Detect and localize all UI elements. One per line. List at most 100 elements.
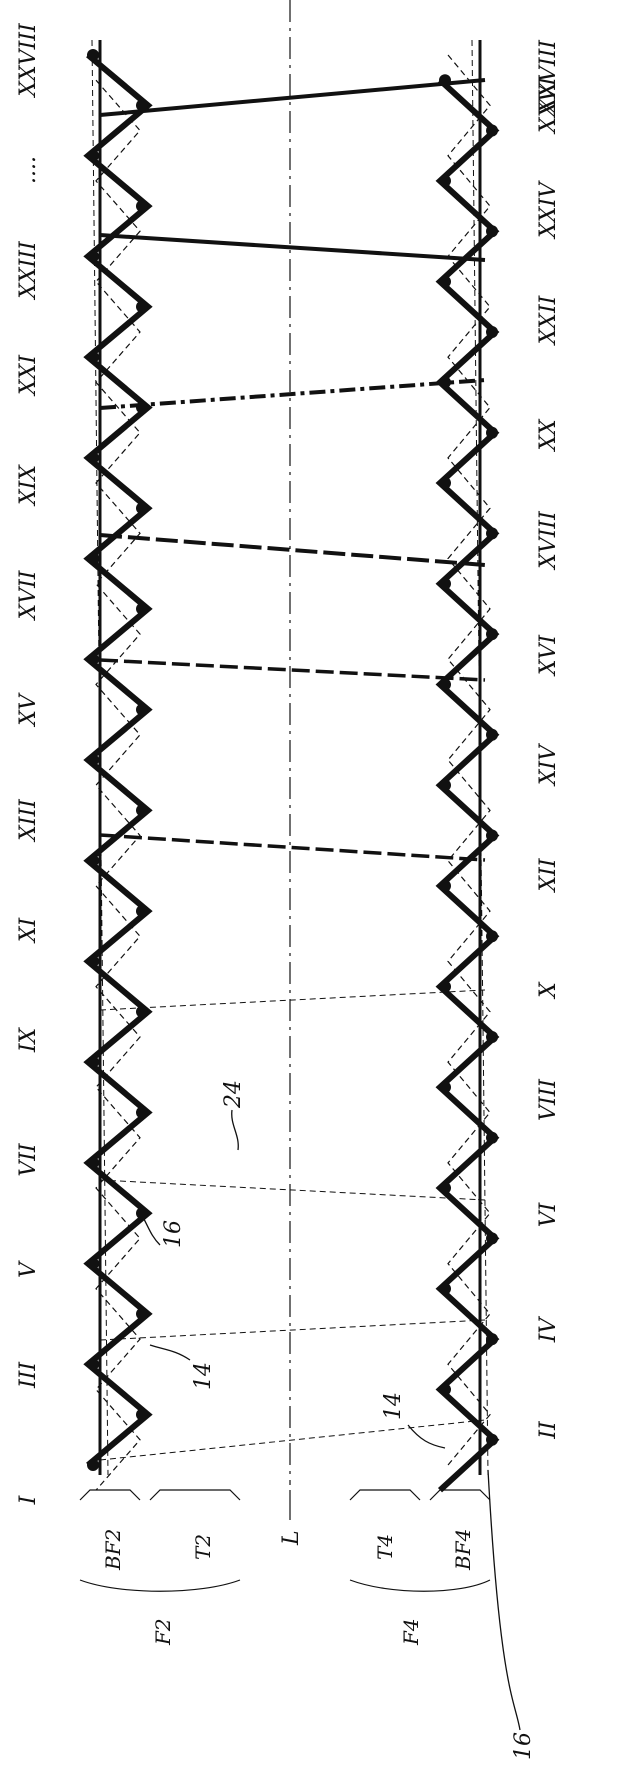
upper-dot (87, 351, 99, 363)
lower-dot (439, 1384, 451, 1396)
bracket-bf2 (80, 1490, 140, 1500)
upper-dot (87, 49, 99, 61)
ref-leader-16-lower (488, 1470, 520, 1730)
upper-dot (87, 1358, 99, 1370)
bottom-column-label: VIII (536, 1078, 561, 1121)
zone-label-bf2: BF2 (101, 1529, 125, 1571)
bottom-column-label: XVI (536, 634, 561, 678)
bottom-column-label: XVIII (536, 510, 561, 571)
top-column-labels: IIIIVVIIIXXIXIIIXVXVIIXIXXXIXXIII....XXV… (16, 22, 41, 1505)
top-column-label: XIX (16, 464, 41, 507)
cross-link-line (100, 1420, 485, 1460)
top-column-label: I (16, 1494, 41, 1505)
upper-dot (136, 1006, 148, 1018)
bottom-column-label: XXII (536, 294, 561, 346)
lower-dot (439, 880, 451, 892)
zigzag-strands (88, 55, 495, 1490)
lower-dot (439, 477, 451, 489)
top-column-label: XXVIII (16, 22, 41, 99)
top-column-label: .... (16, 156, 41, 184)
bracket-bf4 (430, 1490, 490, 1500)
top-column-label: XIII (16, 798, 41, 843)
upper-dot (87, 1056, 99, 1068)
bottom-column-label: XIV (536, 743, 561, 787)
lower-dot (439, 779, 451, 791)
bracket-t4 (350, 1490, 420, 1500)
lower-dot (486, 125, 498, 137)
lower-dot (486, 1333, 498, 1345)
upper-dot (87, 1157, 99, 1169)
lower-dot (486, 326, 498, 338)
upper-dot (136, 1207, 148, 1219)
zone-label-L: L (279, 1530, 304, 1546)
upper-dot (136, 200, 148, 212)
bottom-column-label: XXIV (536, 180, 561, 240)
lower-dot (439, 175, 451, 187)
cross-link-line (100, 80, 485, 115)
zone-label-f2: F2 (151, 1618, 175, 1646)
lower-dot (486, 527, 498, 539)
ref-numeral-14-lower: 14 (381, 1392, 406, 1420)
ref-numeral-16-upper: 16 (161, 1220, 186, 1248)
bracket-f2 (80, 1580, 240, 1591)
upper-dot (87, 452, 99, 464)
cross-link-line (100, 1180, 485, 1200)
cross-link-line (100, 1320, 485, 1340)
upper-dot (87, 754, 99, 766)
upper-dot (87, 653, 99, 665)
zone-label-t4: T4 (373, 1534, 397, 1560)
bottom-column-label: X (536, 981, 561, 1000)
lower-dot (439, 1182, 451, 1194)
upper-dot (87, 250, 99, 262)
bottom-column-labels: IIIVVIVIIIXXIIXIVXVIXVIIIXXXXIIXXIVXXVIX… (536, 39, 561, 1440)
lower-dot (439, 376, 451, 388)
lower-dot (439, 276, 451, 288)
top-column-label: V (16, 1260, 41, 1278)
bottom-column-label: II (536, 1420, 561, 1440)
lower-dot (439, 1081, 451, 1093)
bottom-column-label: XII (536, 857, 561, 893)
bottom-column-label: XX (536, 418, 561, 453)
upper-dot (87, 1459, 99, 1471)
lower-dot (439, 1283, 451, 1295)
top-column-label: XVII (16, 569, 41, 621)
ref-numeral-24: 24 (221, 1080, 246, 1109)
bottom-column-label: XXVIII (536, 39, 561, 116)
upper-dot (136, 704, 148, 716)
zone-label-bf4: BF4 (451, 1529, 475, 1571)
ref-leader-24 (232, 1110, 239, 1150)
zone-label-t2: T2 (191, 1534, 215, 1560)
lower-dot (486, 830, 498, 842)
ref-leader-16-upper (140, 1212, 160, 1245)
upper-dot (136, 1107, 148, 1119)
ref-leader-14-upper (150, 1345, 190, 1360)
top-column-label: XXIII (16, 240, 41, 301)
cross-link-line (100, 535, 485, 565)
lower-dot (439, 981, 451, 993)
upper-dot (87, 553, 99, 565)
bracket-f4 (350, 1580, 490, 1591)
top-column-label: VII (16, 1142, 41, 1177)
upper-dot (136, 905, 148, 917)
upper-dot (87, 955, 99, 967)
top-column-label: XI (16, 917, 41, 945)
upper-dot (136, 1409, 148, 1421)
cross-link-line (100, 990, 485, 1010)
cross-link-line (100, 660, 485, 680)
bottom-column-label: IV (536, 1316, 561, 1344)
cross-link-line (100, 235, 485, 260)
lower-dot (486, 1232, 498, 1244)
upper-dot (136, 402, 148, 414)
upper-dot (87, 150, 99, 162)
wire-dots (87, 49, 498, 1471)
lower-dot (439, 679, 451, 691)
cross-links (100, 80, 485, 1460)
lower-dot (439, 578, 451, 590)
top-column-label: III (16, 1361, 41, 1389)
lower-dot (486, 1031, 498, 1043)
top-column-label: IX (16, 1026, 41, 1053)
lower-dot (439, 74, 451, 86)
lower-dot (486, 1434, 498, 1446)
